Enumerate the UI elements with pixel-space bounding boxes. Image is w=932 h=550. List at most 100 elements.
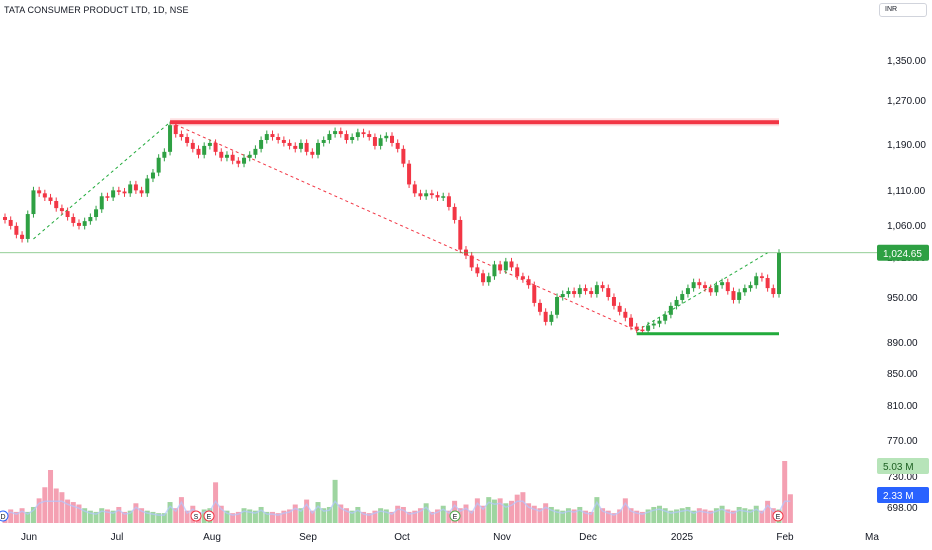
price-tick-label: 1,270.00 [887, 96, 926, 107]
candle-body [8, 219, 13, 226]
candle-body [646, 325, 651, 331]
price-axis[interactable]: 1,350.00 1,270.00 1,190.00 1,110.00 1,060.00… [887, 56, 926, 514]
candle-body [355, 132, 360, 138]
candle-body [196, 148, 201, 155]
time-tick-label: 2025 [671, 532, 694, 543]
candle-body [242, 157, 247, 164]
price-tick-label: 1,060.00 [887, 221, 926, 232]
volume-bar [395, 505, 401, 523]
volume-bar [651, 506, 657, 523]
volume-bar [417, 508, 423, 523]
candle-body [617, 305, 622, 312]
candle-body [276, 137, 281, 140]
candle-body [82, 221, 87, 226]
volume-bar [292, 504, 298, 523]
candle-body [37, 190, 42, 194]
volume-bar [13, 511, 19, 523]
price-tick-label: 950.00 [887, 293, 918, 304]
candle-body [202, 145, 207, 155]
volume-bar [378, 508, 384, 523]
candle-body [150, 172, 155, 179]
candle-body [526, 279, 531, 286]
volume-bar [708, 510, 714, 523]
volume-bar [713, 508, 719, 523]
candle-body [742, 288, 747, 293]
volume-bar [645, 509, 651, 523]
price-tick-label: 1,350.00 [887, 56, 926, 67]
candle-body [634, 326, 639, 330]
resistance-line [170, 120, 779, 125]
volume-bar [668, 510, 674, 523]
time-tick-label: Aug [203, 532, 221, 543]
volume-bar [361, 511, 367, 523]
volume-bar [617, 509, 623, 523]
volume-bar [258, 506, 264, 523]
candle-body [515, 267, 520, 277]
volume-bar [178, 497, 184, 523]
volume-bar [742, 508, 748, 523]
volume-bar [594, 497, 600, 523]
volume-bars [2, 461, 793, 523]
candle-body [492, 264, 497, 277]
volume-bar [235, 511, 241, 523]
candle-body [105, 196, 110, 198]
volume-bar [76, 504, 82, 523]
time-axis[interactable]: Jun Jul Aug Sep Oct Nov Dec 2025 Feb Ma [21, 532, 879, 543]
candle-body [185, 137, 190, 143]
volume-bar [167, 502, 173, 523]
candle-body [88, 217, 93, 222]
candle-body [133, 184, 138, 191]
volume-bar [150, 511, 156, 523]
candle-body [771, 288, 776, 295]
candle-body [640, 329, 645, 332]
volume-bar [70, 502, 76, 523]
candle-body [190, 142, 195, 149]
volume-bar [218, 505, 224, 523]
event-marker-label: E [453, 514, 458, 521]
event-marker-circle [203, 510, 215, 522]
volume-bar [59, 492, 65, 523]
candle-body [230, 154, 235, 161]
candle-body [344, 134, 349, 140]
volume-bar [497, 498, 503, 523]
candle-body [412, 184, 417, 194]
candles [3, 121, 781, 335]
volume-bar [173, 508, 179, 523]
volume-bar [298, 508, 304, 523]
volume-bar [639, 511, 645, 523]
candle-body [219, 151, 224, 158]
event-marker-label: E [207, 514, 212, 521]
volume-bar [19, 508, 25, 523]
volume-bar [275, 513, 281, 523]
candle-body [384, 135, 389, 139]
volume-bar [247, 509, 253, 523]
candle-body [759, 276, 764, 279]
volume-bar [184, 510, 190, 523]
volume-bar [600, 508, 606, 523]
candle-body [31, 190, 36, 215]
volume-bar [412, 510, 418, 523]
candle-body [572, 291, 577, 295]
candle-body [224, 154, 229, 158]
volume-bar [53, 488, 59, 523]
candle-body [725, 282, 730, 292]
candle-body [395, 142, 400, 149]
volume-bar [366, 513, 372, 523]
volume-bar [423, 503, 429, 523]
candle-body [293, 145, 298, 149]
currency-selector[interactable]: INR [879, 3, 927, 17]
candle-body [446, 196, 451, 207]
candle-body [116, 190, 121, 192]
candle-body [111, 190, 116, 198]
candle-body [503, 261, 508, 271]
candle-body [333, 131, 338, 135]
candle-body [390, 135, 394, 143]
candle-body [737, 292, 742, 300]
candle-body [509, 261, 514, 268]
volume-bar [241, 508, 247, 523]
candle-body [720, 282, 725, 286]
candle-body [401, 148, 406, 164]
volume-bar [99, 508, 105, 523]
